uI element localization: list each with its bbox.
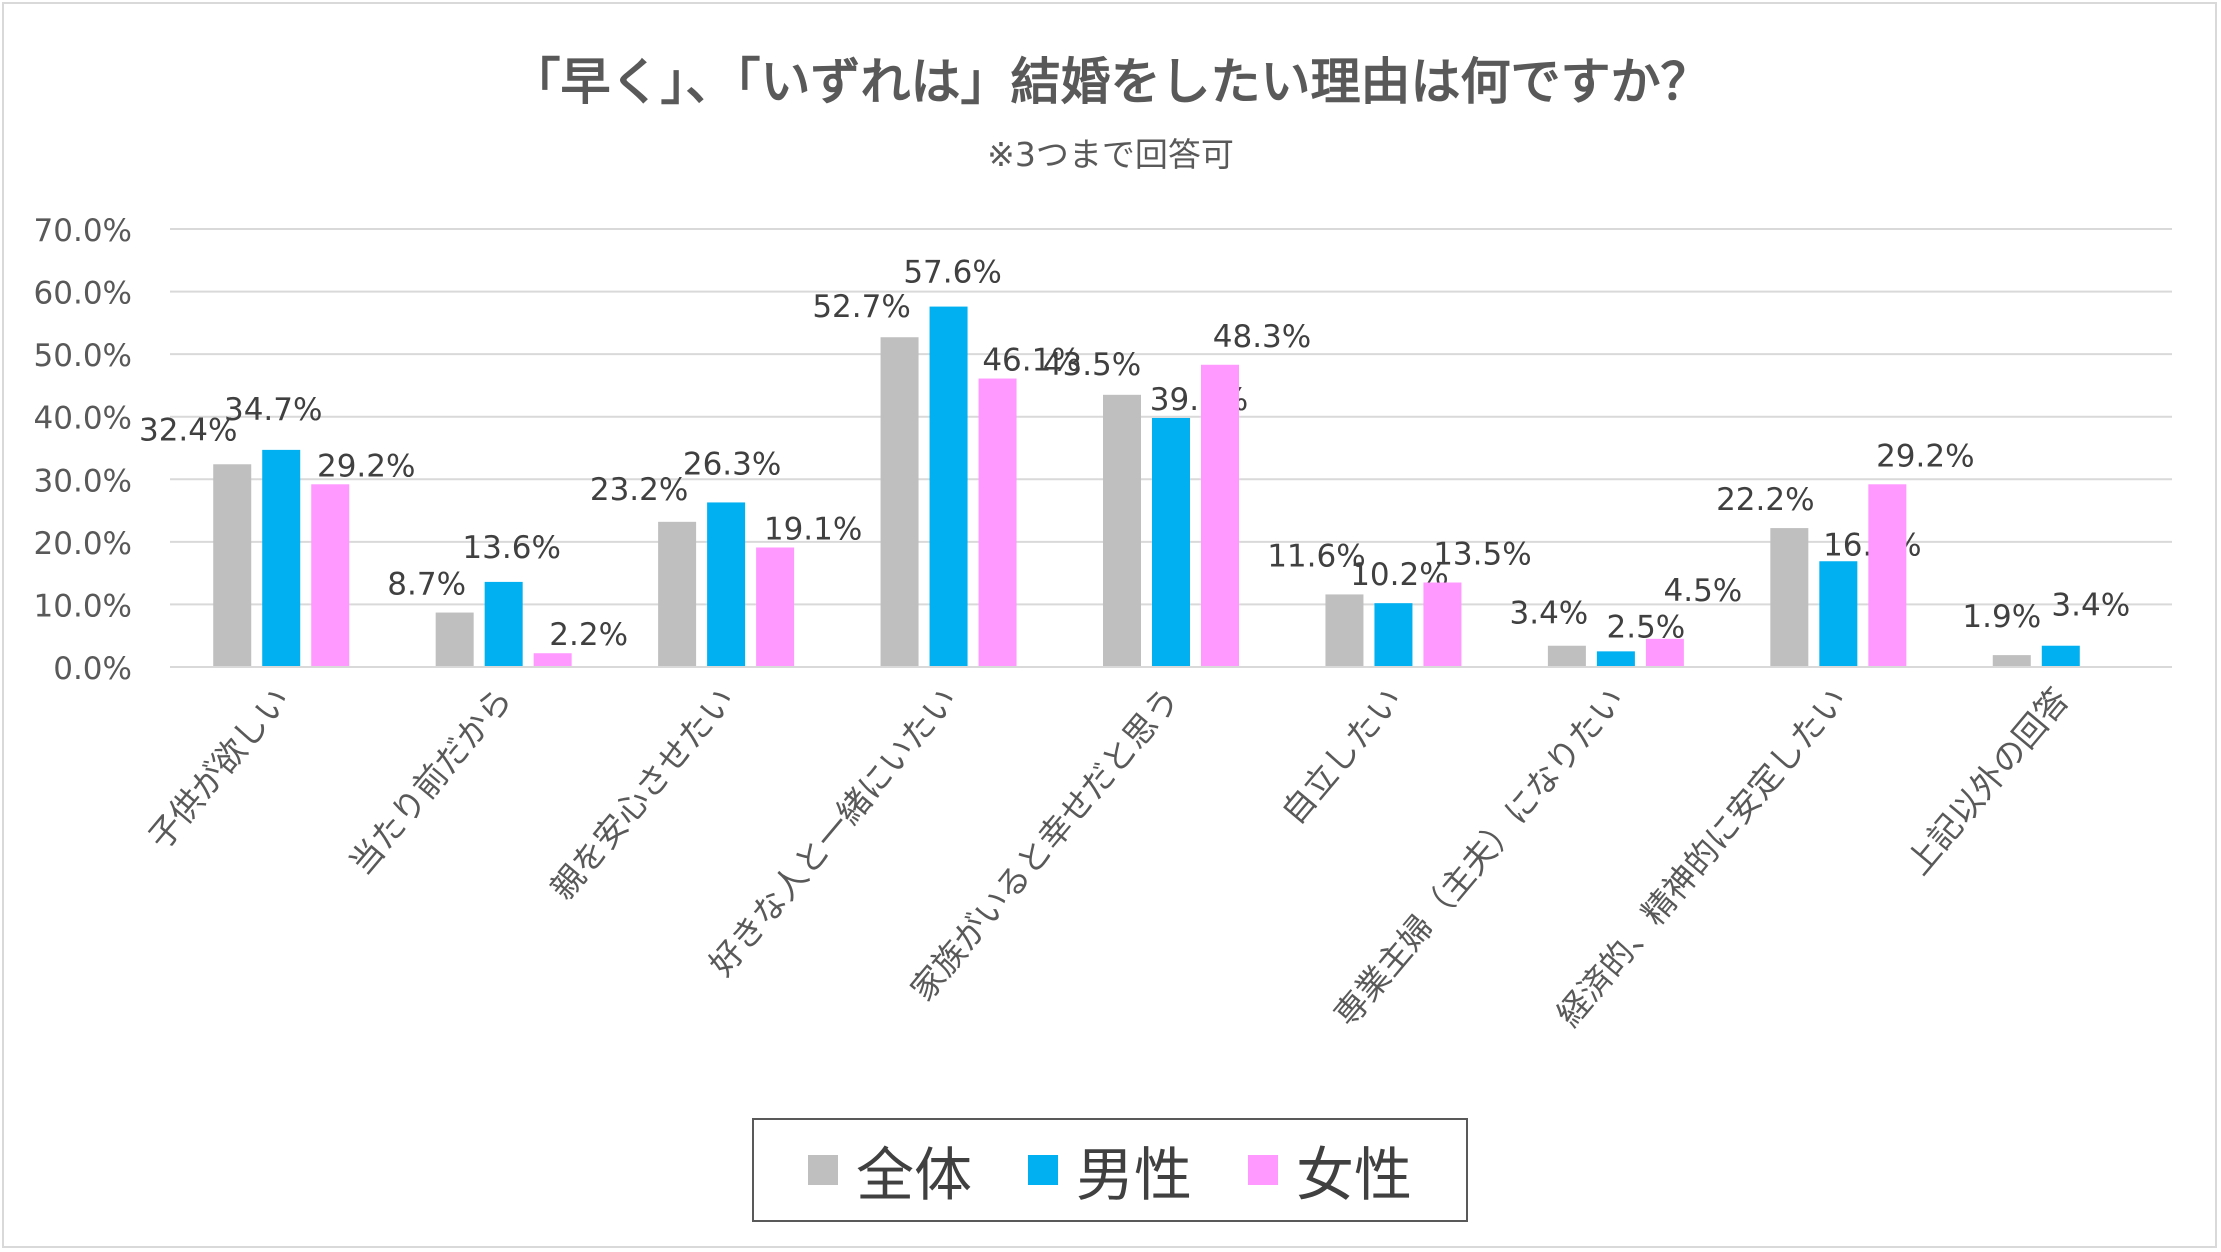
data-label: 13.5% bbox=[1433, 537, 1531, 573]
bar bbox=[929, 306, 968, 667]
data-label: 3.4% bbox=[2051, 588, 2130, 624]
legend-swatch-female bbox=[1248, 1155, 1278, 1185]
y-tick-label: 70.0% bbox=[34, 213, 132, 249]
x-category-label: 好きな人と一緒にいたい bbox=[701, 680, 964, 983]
bar bbox=[1423, 582, 1462, 667]
bar bbox=[1992, 655, 2031, 667]
bar bbox=[1596, 651, 1635, 667]
data-label: 1.9% bbox=[1962, 599, 2041, 635]
legend-item-female: 女性 bbox=[1248, 1128, 1412, 1212]
y-tick-label: 40.0% bbox=[34, 401, 132, 437]
legend: 全体 男性 女性 bbox=[752, 1118, 1468, 1222]
legend-swatch-all bbox=[807, 1155, 838, 1185]
data-label: 43.5% bbox=[1043, 347, 1141, 383]
bar bbox=[2041, 645, 2080, 667]
x-category-label: 子供が欲しい bbox=[140, 680, 297, 857]
bar bbox=[435, 612, 474, 667]
bar bbox=[707, 502, 746, 667]
legend-label-female: 女性 bbox=[1296, 1141, 1413, 1209]
data-label: 13.6% bbox=[462, 530, 560, 566]
bar bbox=[756, 547, 795, 667]
y-tick-label: 10.0% bbox=[34, 588, 132, 624]
data-label: 29.2% bbox=[317, 448, 415, 484]
x-category-label: 自立したい bbox=[1274, 680, 1410, 831]
legend-label-all: 全体 bbox=[855, 1141, 972, 1209]
bar bbox=[880, 337, 919, 667]
data-label: 8.7% bbox=[387, 567, 466, 603]
legend-swatch-male bbox=[1027, 1155, 1058, 1185]
data-label: 32.4% bbox=[139, 412, 237, 448]
bar bbox=[1201, 364, 1239, 667]
data-label: 19.1% bbox=[764, 511, 862, 547]
data-label: 22.2% bbox=[1716, 482, 1814, 518]
bar bbox=[1770, 528, 1809, 667]
data-label: 4.5% bbox=[1664, 573, 1743, 609]
x-category-label: 親を安心させたい bbox=[543, 680, 743, 907]
bar bbox=[978, 378, 1017, 667]
data-label: 23.2% bbox=[590, 472, 688, 508]
bar bbox=[1374, 603, 1413, 667]
x-category-label: 当たり前だから bbox=[341, 680, 519, 882]
legend-item-all: 全体 bbox=[807, 1128, 972, 1212]
bar bbox=[262, 449, 301, 667]
chart-subtitle: ※3つまで回答可 bbox=[987, 135, 1234, 174]
legend-item-male: 男性 bbox=[1027, 1128, 1192, 1212]
x-category-label: 上記以外の回答 bbox=[1899, 680, 2077, 882]
data-label: 29.2% bbox=[1876, 438, 1974, 474]
data-label: 26.3% bbox=[683, 446, 781, 482]
bar bbox=[533, 653, 572, 667]
data-label: 2.2% bbox=[549, 617, 628, 653]
chart-title: 「早く」、「いずれは」結婚をしたい理由は何ですか？ bbox=[510, 53, 1711, 111]
data-label: 52.7% bbox=[812, 289, 910, 325]
bar bbox=[213, 464, 252, 667]
data-label: 3.4% bbox=[1510, 596, 1589, 632]
bar bbox=[1645, 638, 1684, 667]
bar bbox=[1819, 561, 1858, 667]
bar bbox=[1547, 645, 1586, 667]
y-tick-label: 20.0% bbox=[34, 526, 132, 562]
data-label: 48.3% bbox=[1213, 319, 1311, 355]
legend-label-male: 男性 bbox=[1075, 1141, 1192, 1209]
data-label: 34.7% bbox=[224, 392, 322, 428]
data-label: 46.1% bbox=[982, 343, 1080, 379]
y-tick-label: 30.0% bbox=[34, 463, 132, 499]
bar bbox=[1868, 484, 1907, 667]
data-label: 11.6% bbox=[1267, 538, 1365, 574]
y-tick-label: 0.0% bbox=[53, 651, 132, 687]
bar bbox=[1325, 594, 1364, 667]
bar bbox=[658, 521, 697, 667]
bar bbox=[484, 581, 523, 667]
bar bbox=[1103, 394, 1141, 667]
y-tick-label: 60.0% bbox=[34, 276, 132, 312]
bar bbox=[1152, 417, 1190, 667]
data-label: 57.6% bbox=[903, 255, 1001, 291]
y-tick-label: 50.0% bbox=[34, 338, 132, 374]
bar bbox=[311, 484, 350, 667]
x-category-label: 家族がいると幸せだと思う bbox=[903, 680, 1187, 1008]
